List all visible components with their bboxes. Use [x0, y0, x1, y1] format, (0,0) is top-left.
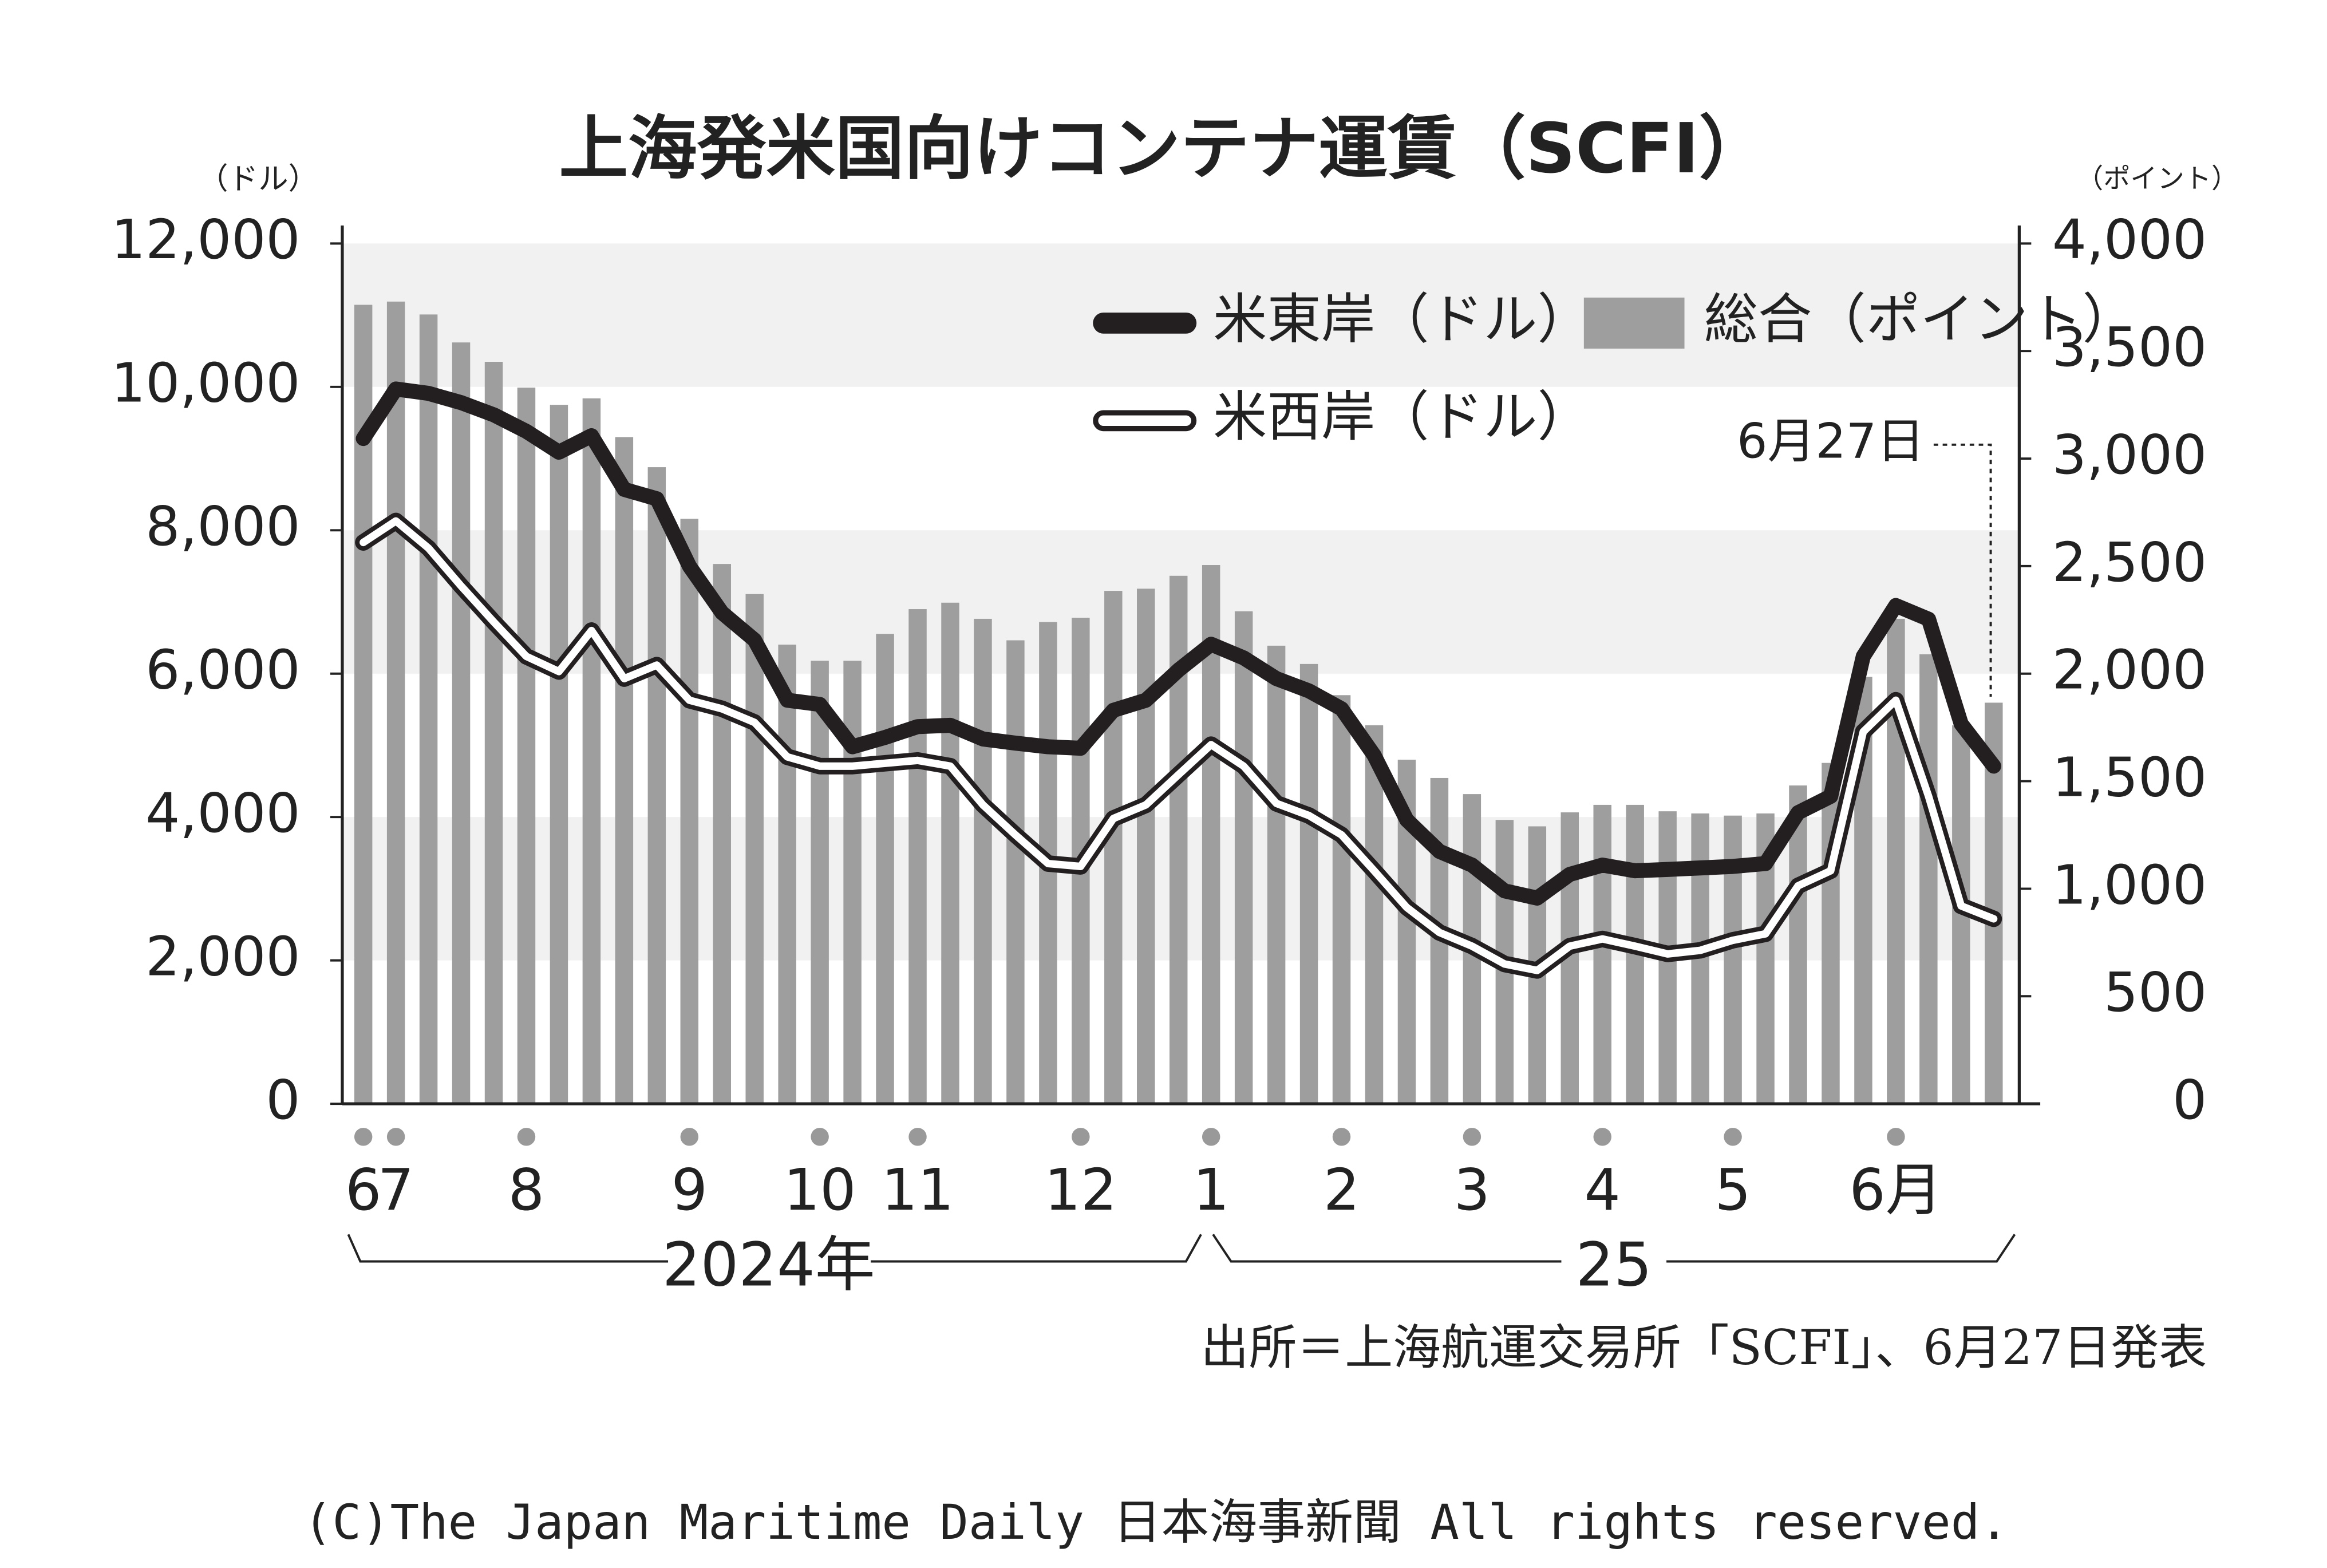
bar: [745, 594, 764, 1104]
x-tick-label: 7: [378, 1157, 414, 1223]
year-label: 2024年: [662, 1230, 875, 1300]
x-tick-label: 9: [671, 1157, 708, 1223]
x-tick-label: 6: [345, 1157, 381, 1223]
y2-tick-label: 4,000: [2052, 208, 2207, 271]
y-tick-label: 8,000: [145, 495, 300, 558]
bar: [876, 634, 894, 1104]
bar: [1006, 640, 1025, 1104]
legend-swatch: [1583, 297, 1685, 349]
y-tick-label: 2,000: [145, 926, 300, 989]
bar: [1332, 695, 1351, 1104]
bar: [1593, 804, 1611, 1104]
bar: [1887, 618, 1905, 1104]
x-tick-label: 6月: [1849, 1157, 1942, 1223]
annotation: 6月27日: [1737, 413, 1925, 469]
y-tick-label: 0: [266, 1069, 300, 1132]
annotation-leader: [1933, 443, 1992, 697]
year-bracket: [1212, 1234, 2016, 1263]
bar: [615, 437, 634, 1104]
bar: [1919, 654, 1938, 1104]
month-dot: [1593, 1128, 1611, 1146]
bar: [1267, 645, 1286, 1104]
month-dot: [680, 1128, 699, 1146]
bar: [517, 388, 536, 1104]
legend-label: 米東岸（ドル）: [1213, 288, 1591, 351]
month-dot: [908, 1128, 927, 1146]
bar: [1169, 575, 1188, 1104]
bar: [386, 301, 405, 1104]
copyright: (C)The Japan Maritime Daily 日本海事新聞 All r…: [303, 1494, 2009, 1550]
x-tick-label: 2: [1323, 1157, 1360, 1223]
chart-title: 上海発米国向けコンテナ運賃（SCFI）: [559, 109, 1768, 189]
bar: [550, 405, 568, 1104]
month-dot: [1332, 1128, 1351, 1146]
bar: [811, 661, 829, 1104]
y2-tick-label: 2,500: [2052, 531, 2207, 594]
bar: [941, 602, 959, 1104]
month-dot: [811, 1128, 829, 1146]
bar: [778, 645, 796, 1104]
bar: [1299, 663, 1318, 1104]
bar: [452, 342, 471, 1104]
bar: [1789, 785, 1807, 1104]
legend-label: 総合（ポイント）: [1704, 288, 2136, 351]
month-dot: [386, 1128, 405, 1146]
month-dot: [1202, 1128, 1220, 1146]
legend-label: 米西岸（ドル）: [1213, 386, 1591, 449]
y-tick-label: 12,000: [111, 208, 300, 271]
month-dot: [1887, 1128, 1905, 1146]
plot: 02,0004,0006,0008,00010,00012,00005001,0…: [111, 208, 2207, 1223]
x-tick-label: 11: [882, 1157, 954, 1223]
bar: [582, 398, 601, 1104]
bar: [1234, 611, 1253, 1104]
bar: [1104, 591, 1123, 1104]
y2-tick-label: 3,500: [2052, 316, 2207, 379]
bar: [974, 618, 992, 1104]
y2-tick-label: 500: [2104, 961, 2207, 1024]
line: [355, 381, 2001, 906]
x-tick-label: 5: [1714, 1157, 1751, 1223]
y-axis-label: （ドル）: [198, 161, 318, 196]
x-tick-label: 10: [784, 1157, 856, 1223]
bar: [713, 564, 731, 1104]
y-tick-label: 6,000: [145, 639, 300, 702]
y2-axis-label: （ポイント）: [2076, 163, 2238, 195]
y2-tick-label: 1,000: [2052, 854, 2207, 917]
bar: [908, 609, 927, 1104]
bar: [484, 361, 503, 1104]
month-dot: [1463, 1128, 1481, 1146]
x-tick-label: 12: [1044, 1157, 1117, 1223]
bar: [680, 519, 699, 1104]
month-dot: [1724, 1128, 1742, 1146]
bar: [1365, 725, 1384, 1104]
source: 出所＝上海航運交易所「SCFI」、6月27日発表: [1201, 1320, 2207, 1376]
year-bracket: [347, 1234, 1202, 1263]
bar: [647, 467, 666, 1104]
bar: [419, 314, 438, 1104]
y2-tick-label: 0: [2172, 1069, 2207, 1132]
x-tick-label: 3: [1454, 1157, 1490, 1223]
month-dot: [517, 1128, 536, 1146]
y-tick-label: 4,000: [145, 782, 300, 845]
y2-tick-label: 2,000: [2052, 639, 2207, 702]
bar: [1137, 589, 1155, 1104]
y-tick-label: 10,000: [111, 352, 300, 415]
x-tick-label: 8: [508, 1157, 544, 1223]
year-label: 25: [1576, 1230, 1652, 1300]
month-dot: [354, 1128, 373, 1146]
x-tick-label: 4: [1585, 1157, 1621, 1223]
y2-tick-label: 3,000: [2052, 424, 2207, 487]
y2-tick-label: 1,500: [2052, 746, 2207, 809]
x-tick-label: 1: [1193, 1157, 1229, 1223]
line: [359, 517, 1998, 974]
month-dot: [1072, 1128, 1090, 1146]
